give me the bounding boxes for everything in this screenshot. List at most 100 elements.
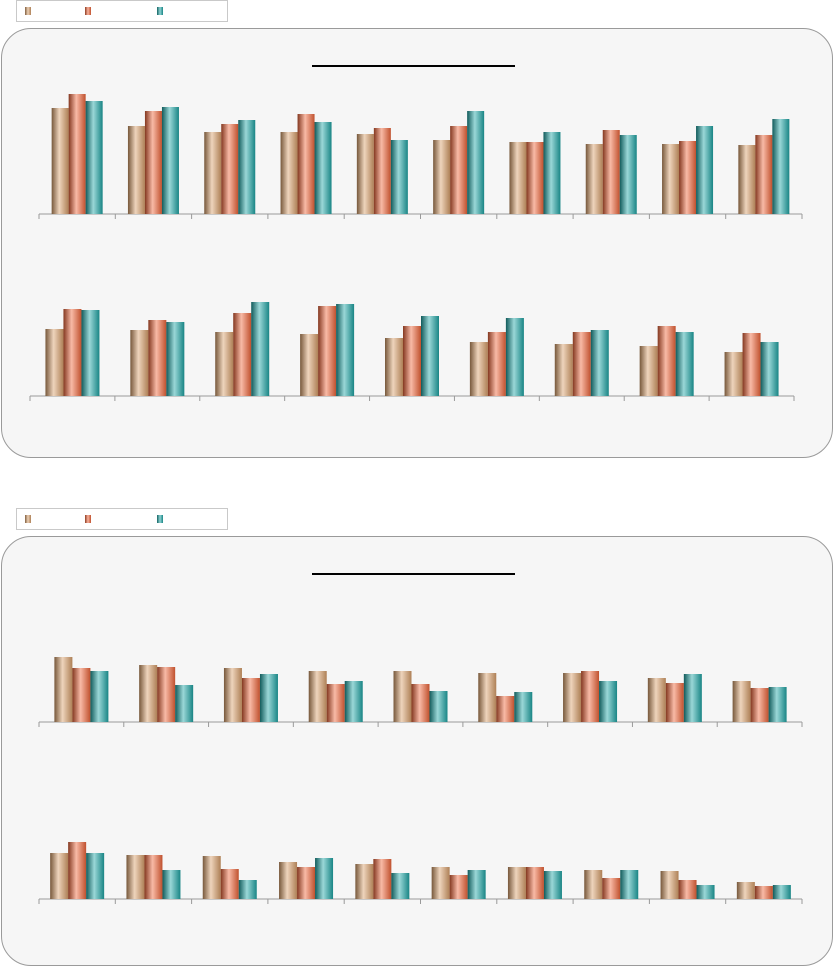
bar-series-3 [421,316,439,396]
bar-series-2 [449,875,468,899]
bar-series-3 [772,119,790,214]
bar-series-1 [50,853,69,899]
bar-series-1 [204,132,222,214]
bar-series-1 [393,671,412,722]
bar-series-3 [768,687,787,722]
bar-series-1 [469,342,488,396]
bar-series-1 [724,352,743,396]
bar-series-3 [696,126,714,214]
legend-swatch-1 [25,515,31,523]
legend-swatch-3 [157,515,163,523]
bar-series-1 [431,867,450,899]
chart-svg-bottom [38,573,803,904]
bar-series-2 [754,886,773,899]
bar-series-2 [487,332,506,396]
bar-series-3 [251,302,270,396]
bar-series-2 [297,114,315,214]
bar-series-3 [467,111,485,214]
bar-series-2 [678,880,697,899]
bar-series-3 [81,310,100,396]
bar-series-3 [314,122,332,214]
bar-series-1 [662,144,680,214]
bar-series-3 [85,101,103,214]
bar-chart-2 [29,302,795,401]
bar-series-1 [130,330,149,396]
bar-chart-4 [38,842,803,904]
bar-series-2 [68,94,86,214]
bar-series-1 [355,864,374,899]
bar-series-2 [657,326,676,396]
bar-series-1 [563,673,582,722]
bar-series-2 [241,678,260,722]
bar-series-1 [639,346,658,396]
bar-series-3 [514,692,533,722]
bar-series-1 [126,855,145,899]
bar-series-3 [336,304,355,396]
bar-series-2 [144,111,162,214]
bar-series-3 [238,120,256,214]
bar-series-1 [509,142,527,214]
bar-series-1 [385,338,403,396]
bar-series-2 [450,126,468,214]
bar-series-3 [620,870,639,899]
bar-series-3 [161,107,179,214]
bar-series-1 [280,132,298,214]
bar-series-3 [543,132,561,214]
legend-swatch-3 [157,7,163,15]
bar-series-1 [308,671,327,722]
legend-swatch-2 [85,515,91,523]
bar-series-2 [144,855,163,899]
bar-series-3 [675,332,694,396]
bar-series-3 [429,691,448,722]
bar-series-1 [736,882,755,899]
bar-series-3 [696,885,715,899]
chart-panel-bottom [1,536,833,966]
bar-series-2 [665,683,684,722]
bar-series-2 [581,671,600,722]
bar-series-2 [750,688,769,722]
bar-series-3 [315,858,334,899]
bar-series-1 [202,856,221,899]
bar-series-1 [478,673,497,722]
bar-series-3 [590,330,609,396]
bar-series-3 [683,674,702,722]
bar-series-3 [505,318,524,396]
bar-series-2 [373,859,392,899]
bar-series-2 [496,696,515,722]
bar-series-3 [90,671,109,722]
bar-series-3 [259,674,278,722]
bar-series-2 [68,842,87,899]
bar-series-1 [554,344,573,396]
bar-series-2 [373,128,391,214]
bar-series-3 [86,853,105,899]
bar-series-1 [356,134,374,214]
bar-chart-3 [38,657,803,727]
legend-bottom [16,508,228,530]
bar-chart-1 [38,94,803,219]
bar-series-2 [572,332,591,396]
bar-series-2 [679,141,697,214]
legend-top [16,0,228,22]
bar-series-2 [326,684,345,722]
bar-series-2 [602,878,621,899]
bar-series-2 [411,684,430,722]
bar-series-1 [738,145,756,214]
bar-series-2 [221,124,239,214]
bar-series-2 [742,333,761,396]
bar-series-2 [148,320,167,396]
bar-series-3 [760,342,779,396]
bar-series-1 [647,678,666,722]
bar-series-2 [157,667,176,722]
bar-series-1 [507,867,526,899]
bar-series-1 [45,329,64,396]
bar-series-3 [344,681,363,722]
bar-series-1 [660,871,679,899]
bar-series-1 [127,126,145,214]
bar-series-3 [166,322,185,396]
chart-panel-top [1,28,833,458]
legend-swatch-1 [25,7,31,15]
bar-series-2 [403,326,421,396]
bar-series-3 [543,871,562,899]
bar-series-2 [63,309,82,396]
bar-series-1 [584,870,603,899]
